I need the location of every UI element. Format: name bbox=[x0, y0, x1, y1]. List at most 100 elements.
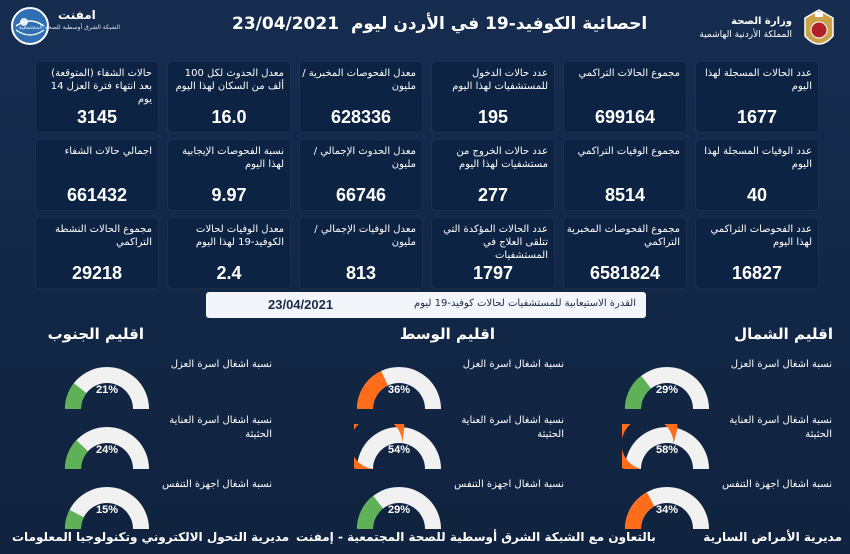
stat-value: 9.97 bbox=[211, 185, 247, 205]
gauge-isolation-beds: 36% bbox=[354, 364, 444, 414]
stat-value: 1677 bbox=[736, 107, 778, 127]
region-title: اقليم الشمال bbox=[734, 325, 833, 343]
gauge-isolation-beds: 29% bbox=[622, 364, 712, 414]
stat-card: مجموع الوفيات التراكمي 8514 bbox=[564, 140, 686, 210]
stat-label: حالات الشفاء (المتوقعة) بعد انتهاء فترة … bbox=[50, 68, 152, 105]
metric-label-line: نسبة اشغال اجهزة التنفس bbox=[162, 479, 272, 490]
gauge-fill bbox=[65, 509, 84, 529]
stat-label: عدد الحالات المسجلة لهذا اليوم bbox=[705, 68, 812, 92]
gauge-svg bbox=[65, 487, 149, 529]
stat-label: عدد حالات الخروج من مستشفيات لهذا اليوم bbox=[456, 146, 548, 170]
title-date: 23/04/2021 bbox=[232, 14, 340, 34]
metric-label-icu-beds: نسبة اشغال اسرة العناية الحثيثة bbox=[729, 414, 832, 442]
stat-card: اجمالي حالات الشفاء 661432 bbox=[36, 140, 158, 210]
gauge-percent: 24% bbox=[95, 444, 119, 456]
metric-label-icu-beds: نسبة اشغال اسرة العناية الحثيثة bbox=[461, 414, 564, 442]
stat-label: عدد الحالات المؤكدة التي تتلقى العلاج في… bbox=[443, 224, 548, 261]
gauge-track bbox=[357, 427, 441, 469]
capacity-date: 23/04/2021 bbox=[268, 297, 334, 312]
title-text: احصائية الكوفيد-19 في الأردن ليوم bbox=[350, 14, 648, 34]
stat-value: 277 bbox=[477, 185, 509, 205]
stat-label: معدل الفحوصات المخبرية /مليون bbox=[302, 68, 416, 92]
stat-card: عدد حالات الدخول للمستشفيات لهذا اليوم 19… bbox=[432, 62, 554, 132]
gauge-percent: 15% bbox=[95, 504, 119, 516]
metric-label-ventilators: نسبة اشغال اجهزة التنفس bbox=[162, 478, 272, 492]
stat-label: اجمالي حالات الشفاء bbox=[64, 146, 152, 157]
gauge-percent: 29% bbox=[387, 504, 411, 516]
stat-card: مجموع الفحوصات المخبرية التراكمي 6581824 bbox=[564, 218, 686, 288]
gauge-track bbox=[625, 427, 709, 469]
stat-card: عدد الفحوصات التراكمي لهذا اليوم 16827 bbox=[696, 218, 818, 288]
stat-value: 195 bbox=[477, 107, 509, 127]
region-title: اقليم الجنوب bbox=[47, 325, 144, 343]
footer-cooperation: بالتعاون مع الشبكة الشرق أوسطية للصحة ال… bbox=[296, 530, 656, 544]
metric-label-line: الحثيثة bbox=[805, 429, 832, 440]
stat-card: مجموع الحالات النشطة التراكمي 29218 bbox=[36, 218, 158, 288]
ministry-name: وزارة الصحة bbox=[731, 16, 792, 27]
page-title: 23/04/2021 احصائية الكوفيد-19 في الأردن … bbox=[232, 14, 647, 34]
stat-card: مجموع الحالات التراكمي 699164 bbox=[564, 62, 686, 132]
stat-card: معدل الحدوث الإجمالي /مليون 66746 bbox=[300, 140, 422, 210]
gauge-fill bbox=[65, 440, 89, 469]
gauge-fill bbox=[357, 370, 388, 409]
stat-value: 66746 bbox=[335, 185, 387, 205]
stat-label: نسبة الفحوصات الإيجابية لهذا اليوم bbox=[182, 146, 284, 170]
gauge-percent: 21% bbox=[95, 384, 119, 396]
globe-icon bbox=[11, 7, 49, 45]
metric-label-isolation-beds: نسبة اشغال اسرة العزل bbox=[171, 358, 272, 372]
stat-label: مجموع الفحوصات المخبرية التراكمي bbox=[566, 224, 680, 248]
gauge-svg bbox=[354, 424, 441, 469]
gauge-icu-beds: 24% bbox=[62, 424, 152, 474]
ministry-logo: وزارة الصحة المملكة الأردنية الهاشمية bbox=[668, 8, 838, 52]
stat-label: مجموع الوفيات التراكمي bbox=[577, 146, 680, 157]
stat-value: 3145 bbox=[76, 107, 118, 127]
gauge-icu-beds: 54% bbox=[354, 424, 444, 474]
region-title: اقليم الوسط bbox=[399, 325, 495, 343]
stat-value: 8514 bbox=[604, 185, 646, 205]
stat-value: 661432 bbox=[66, 185, 128, 205]
gauge-icu-beds: 58% bbox=[622, 424, 712, 474]
footer-dept-communicable: مديرية الأمراض السارية bbox=[703, 530, 842, 544]
stat-label: معدل الوفيات الإجمالي /مليون bbox=[314, 224, 416, 248]
stat-card: عدد الحالات المسجلة لهذا اليوم 1677 bbox=[696, 62, 818, 132]
gauge-ventilators: 29% bbox=[354, 484, 444, 534]
gauge-svg bbox=[625, 367, 709, 409]
gauge-svg bbox=[357, 487, 441, 529]
metric-label-line: نسبة اشغال اسرة العناية bbox=[729, 415, 832, 426]
stat-value: 40 bbox=[746, 185, 768, 205]
stat-card: عدد حالات الخروج من مستشفيات لهذا اليوم 2… bbox=[432, 140, 554, 210]
stat-card: معدل الوفيات لحالات الكوفيد-19 لهذا اليو… bbox=[168, 218, 290, 288]
metric-label-line: نسبة اشغال اسرة العزل bbox=[730, 359, 832, 370]
capacity-label: القدرة الاستيعابية للمستشفيات لحالات كوف… bbox=[414, 298, 636, 309]
stat-value: 29218 bbox=[71, 263, 123, 283]
emphnet-name: امفنت bbox=[58, 8, 96, 22]
emphnet-subtitle: الشبكة الشرق أوسطية للصحة المجتمعية bbox=[18, 24, 120, 31]
gauge-track bbox=[65, 367, 149, 409]
stat-value: 6581824 bbox=[589, 263, 661, 283]
metric-label-isolation-beds: نسبة اشغال اسرة العزل bbox=[463, 358, 564, 372]
metric-label-line: الحثيثة bbox=[537, 429, 564, 440]
gauge-fill bbox=[625, 375, 652, 409]
metric-label-line: نسبة اشغال اجهزة التنفس bbox=[454, 479, 564, 490]
gauge-fill bbox=[625, 492, 655, 529]
stat-value: 813 bbox=[345, 263, 377, 283]
stat-value: 1797 bbox=[472, 263, 514, 283]
header: امفنت الشبكة الشرق أوسطية للصحة المجتمعي… bbox=[0, 0, 850, 55]
ministry-subtitle: المملكة الأردنية الهاشمية bbox=[699, 30, 792, 40]
stat-card: نسبة الفحوصات الإيجابية لهذا اليوم 9.97 bbox=[168, 140, 290, 210]
stat-label: مجموع الحالات التراكمي bbox=[578, 68, 680, 79]
gauge-percent: 54% bbox=[387, 444, 411, 456]
metric-label-icu-beds: نسبة اشغال اسرة العناية الحثيثة bbox=[169, 414, 272, 442]
metric-label-isolation-beds: نسبة اشغال اسرة العزل bbox=[731, 358, 832, 372]
gauge-ventilators: 15% bbox=[62, 484, 152, 534]
jordan-crest-icon bbox=[804, 9, 834, 45]
stat-label: عدد الفحوصات التراكمي لهذا اليوم bbox=[710, 224, 813, 248]
gauge-svg bbox=[65, 427, 149, 469]
metric-label-line: نسبة اشغال اجهزة التنفس bbox=[722, 479, 832, 490]
gauge-ventilators: 34% bbox=[622, 484, 712, 534]
gauge-track bbox=[65, 427, 149, 469]
stat-label: معدل الوفيات لحالات الكوفيد-19 لهذا اليو… bbox=[195, 224, 284, 248]
gauge-fill bbox=[357, 495, 384, 529]
stat-card: عدد الوفيات المسجلة لهذا اليوم 40 bbox=[696, 140, 818, 210]
stat-label: عدد الوفيات المسجلة لهذا اليوم bbox=[704, 146, 812, 170]
